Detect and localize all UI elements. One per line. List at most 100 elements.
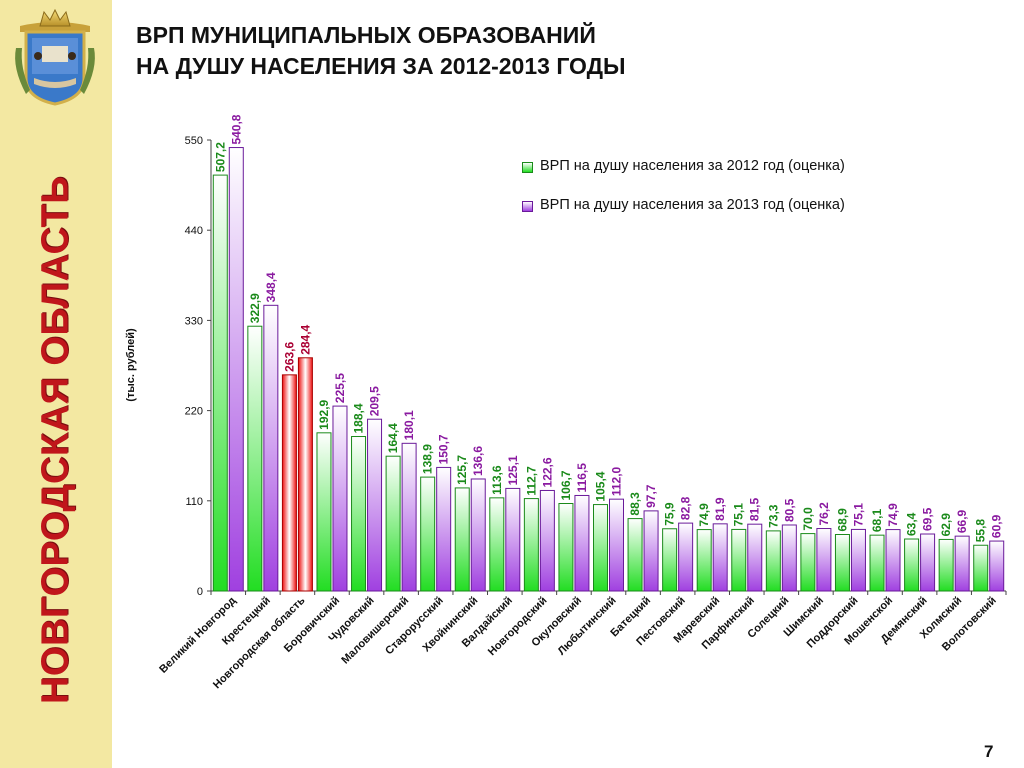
y-axis-label: (тыс. рублей): [125, 328, 137, 402]
data-label-2013: 69,5: [921, 507, 935, 531]
data-label-2013: 116,5: [575, 463, 589, 493]
bar-2013: [574, 494, 590, 592]
legend-swatch-2013: [522, 201, 533, 212]
y-tick-label: 440: [185, 225, 203, 237]
page-title: ВРП МУНИЦИПАЛЬНЫХ ОБРАЗОВАНИЙ НА ДУШУ НА…: [136, 20, 626, 82]
data-label-2012: 138,9: [421, 444, 435, 474]
bar-2013: [228, 147, 244, 592]
page-number: 7: [984, 742, 994, 761]
data-label-2012: 74,9: [697, 503, 711, 527]
data-label-2012: 105,4: [594, 471, 608, 501]
data-label-2013: 225,5: [333, 373, 347, 403]
bar-2012: [385, 455, 401, 592]
legend-swatch-2012: [522, 162, 533, 173]
bar-2012: [765, 530, 781, 592]
bar-2013: [505, 487, 521, 592]
y-tick-label: 110: [185, 496, 203, 508]
data-label-2012: 73,3: [766, 504, 780, 528]
bar-2012: [212, 174, 228, 592]
title-line-2: НА ДУШУ НАСЕЛЕНИЯ ЗА 2012-2013 ГОДЫ: [136, 53, 626, 79]
data-label-2013: 540,8: [229, 114, 243, 144]
data-label-2013: 74,9: [886, 503, 900, 527]
data-label-2012: 106,7: [559, 470, 573, 500]
bar-2013: [747, 523, 763, 592]
bar-2012: [938, 538, 954, 592]
bar-2013: [470, 478, 486, 592]
data-label-2013: 112,0: [610, 466, 624, 496]
data-label-2012: 63,4: [905, 512, 919, 536]
data-label-2013: 76,2: [817, 502, 831, 526]
bar-2013: [989, 540, 1005, 592]
sidebar: НОВГОРОДСКАЯ ОБЛАСТЬ: [0, 0, 112, 768]
bar-2013: [401, 442, 417, 592]
bar-2012: [627, 518, 643, 592]
data-label-2012: 55,8: [974, 519, 988, 543]
bar-2012: [558, 503, 574, 592]
bar-2012: [351, 436, 367, 592]
bar-2013: [781, 524, 797, 592]
data-label-2012: 192,9: [317, 399, 331, 429]
data-label-2013: 80,5: [782, 498, 796, 522]
bar-2012: [523, 498, 539, 592]
legend-label-2012: ВРП на душу населения за 2012 год (оценк…: [540, 158, 845, 174]
data-label-2013: 81,5: [748, 497, 762, 521]
bar-2012: [973, 544, 989, 592]
data-label-2013: 81,9: [713, 497, 727, 521]
bar-2013: [297, 357, 313, 592]
bar-2013: [850, 528, 866, 592]
bar-2012: [420, 476, 436, 592]
y-tick-label: 550: [185, 135, 203, 147]
data-label-2013: 82,8: [679, 496, 693, 520]
bar-2012: [800, 533, 816, 592]
bar-2013: [712, 523, 728, 592]
data-label-2013: 284,4: [298, 324, 312, 354]
bar-2012: [834, 534, 850, 592]
data-label-2013: 180,1: [402, 410, 416, 440]
data-label-2012: 68,9: [835, 508, 849, 532]
data-label-2012: 75,9: [663, 502, 677, 526]
bar-2013: [609, 498, 624, 592]
data-label-2012: 68,1: [870, 508, 884, 532]
data-label-2012: 263,6: [282, 341, 296, 371]
data-label-2012: 113,6: [490, 465, 504, 495]
coat-of-arms-icon: [15, 8, 95, 106]
data-label-2013: 136,6: [471, 446, 485, 476]
data-label-2013: 209,5: [368, 386, 382, 416]
y-tick-label: 0: [197, 586, 203, 598]
chart-legend: ВРП на душу населения за 2012 год (оценк…: [522, 158, 845, 236]
data-label-2013: 97,7: [644, 484, 658, 508]
bar-2013: [885, 529, 901, 592]
category-label: Новгородский: [486, 595, 550, 659]
bar-2012: [454, 487, 470, 592]
data-label-2013: 348,4: [264, 272, 278, 302]
bar-2012: [489, 497, 505, 592]
data-label-2012: 112,7: [524, 466, 538, 496]
data-label-2012: 70,0: [801, 507, 815, 531]
bar-2013: [643, 510, 659, 592]
data-label-2012: 62,9: [939, 513, 953, 537]
data-label-2012: 88,3: [628, 492, 642, 516]
y-tick-label: 330: [185, 315, 203, 327]
bar-2012: [696, 529, 712, 592]
data-label-2013: 60,9: [990, 514, 1004, 538]
data-label-2013: 125,1: [506, 455, 520, 485]
bar-2013: [920, 533, 936, 592]
data-label-2013: 122,6: [540, 457, 554, 487]
bar-2012: [593, 504, 608, 592]
bar-2012: [662, 528, 678, 592]
data-label-2013: 75,1: [851, 503, 865, 527]
title-line-1: ВРП МУНИЦИПАЛЬНЫХ ОБРАЗОВАНИЙ: [136, 22, 596, 48]
bar-2012: [316, 432, 332, 592]
bar-2013: [332, 405, 348, 592]
legend-item-2012: ВРП на душу населения за 2012 год (оценк…: [522, 158, 845, 178]
data-label-2013: 150,7: [437, 434, 451, 464]
bar-2013: [678, 522, 694, 592]
legend-item-2013: ВРП на душу населения за 2013 год (оценк…: [522, 197, 845, 217]
bar-2013: [436, 466, 452, 592]
bar-2013: [367, 418, 383, 592]
data-label-2012: 75,1: [732, 503, 746, 527]
data-label-2012: 164,4: [386, 423, 400, 453]
bar-2012: [731, 528, 747, 592]
bar-2012: [869, 534, 885, 592]
